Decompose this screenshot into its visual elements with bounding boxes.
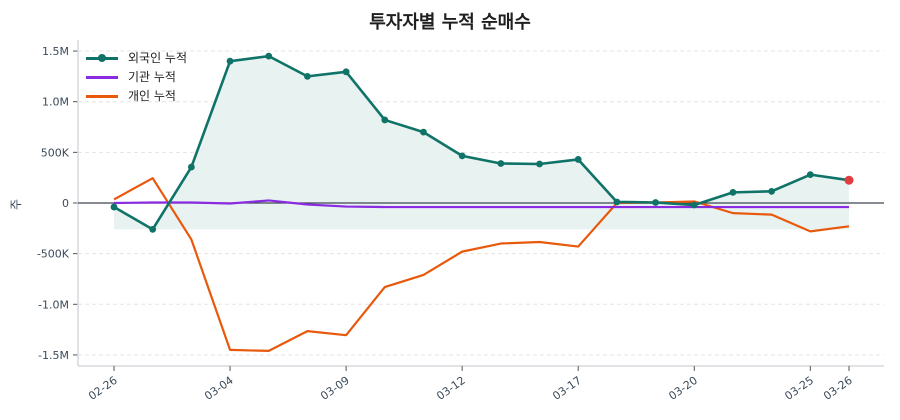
legend-line-icon bbox=[86, 71, 118, 83]
y-tick-label: 0 bbox=[62, 197, 69, 210]
foreign-point-marker bbox=[497, 160, 505, 167]
foreign-point-marker bbox=[226, 57, 234, 65]
legend-label: 외국인 누적 bbox=[128, 51, 188, 65]
x-tick-label: 03-26 bbox=[821, 374, 855, 403]
foreign-point-marker bbox=[690, 201, 698, 209]
legend-item-individual: 개인 누적 bbox=[86, 86, 187, 105]
foreign-point-marker bbox=[110, 203, 118, 211]
x-tick-label: 03-12 bbox=[434, 374, 468, 403]
foreign-point-marker bbox=[574, 156, 582, 163]
foreign-point-marker bbox=[652, 199, 659, 206]
x-tick-label: 03-04 bbox=[202, 374, 236, 403]
foreign-point-marker bbox=[187, 163, 195, 171]
foreign-point-marker bbox=[768, 187, 776, 195]
individual-line bbox=[113, 177, 850, 352]
legend-item-institution: 기관 누적 bbox=[86, 67, 187, 86]
legend-item-foreign: 외국인 누적 bbox=[86, 48, 187, 67]
institution-line bbox=[113, 199, 849, 209]
foreign-point-marker bbox=[304, 72, 311, 80]
x-tick-label: 03-25 bbox=[782, 374, 816, 403]
foreign-fill-area bbox=[114, 56, 849, 230]
y-tick-label: 1.0M bbox=[42, 96, 69, 109]
foreign-point-marker bbox=[806, 171, 814, 179]
y-tick-label: -500K bbox=[37, 248, 70, 261]
x-tick-label: 03-09 bbox=[318, 374, 352, 403]
legend-label: 기관 누적 bbox=[128, 70, 176, 84]
legend-line-marker-icon bbox=[86, 52, 118, 64]
foreign-point-marker bbox=[381, 116, 389, 124]
foreign-point-marker bbox=[149, 225, 157, 233]
foreign-point-marker bbox=[729, 188, 737, 196]
foreign-point-marker bbox=[613, 198, 621, 206]
x-tick-label: 03-20 bbox=[666, 374, 700, 403]
foreign-point-marker bbox=[458, 152, 466, 160]
legend-label: 개인 누적 bbox=[128, 89, 176, 103]
chart-title: 투자자별 누적 순매수 bbox=[369, 12, 531, 33]
y-tick-label: -1.0M bbox=[38, 298, 69, 311]
legend-line-icon bbox=[86, 90, 118, 102]
x-tick-label: 03-17 bbox=[550, 374, 584, 403]
y-tick-label: -1.5M bbox=[38, 349, 69, 362]
foreign-point-marker bbox=[420, 128, 427, 136]
y-tick-label: 1.5M bbox=[42, 45, 69, 58]
y-tick-label: 500K bbox=[41, 146, 70, 159]
foreign-point-marker bbox=[342, 68, 350, 76]
x-tick-label: 02-26 bbox=[86, 374, 120, 403]
foreign-point-marker bbox=[536, 160, 543, 168]
legend: 외국인 누적 기관 누적 개인 누적 bbox=[86, 48, 187, 105]
foreign-line bbox=[113, 54, 850, 231]
foreign-point-marker bbox=[265, 52, 273, 60]
last-point-marker bbox=[844, 175, 854, 185]
